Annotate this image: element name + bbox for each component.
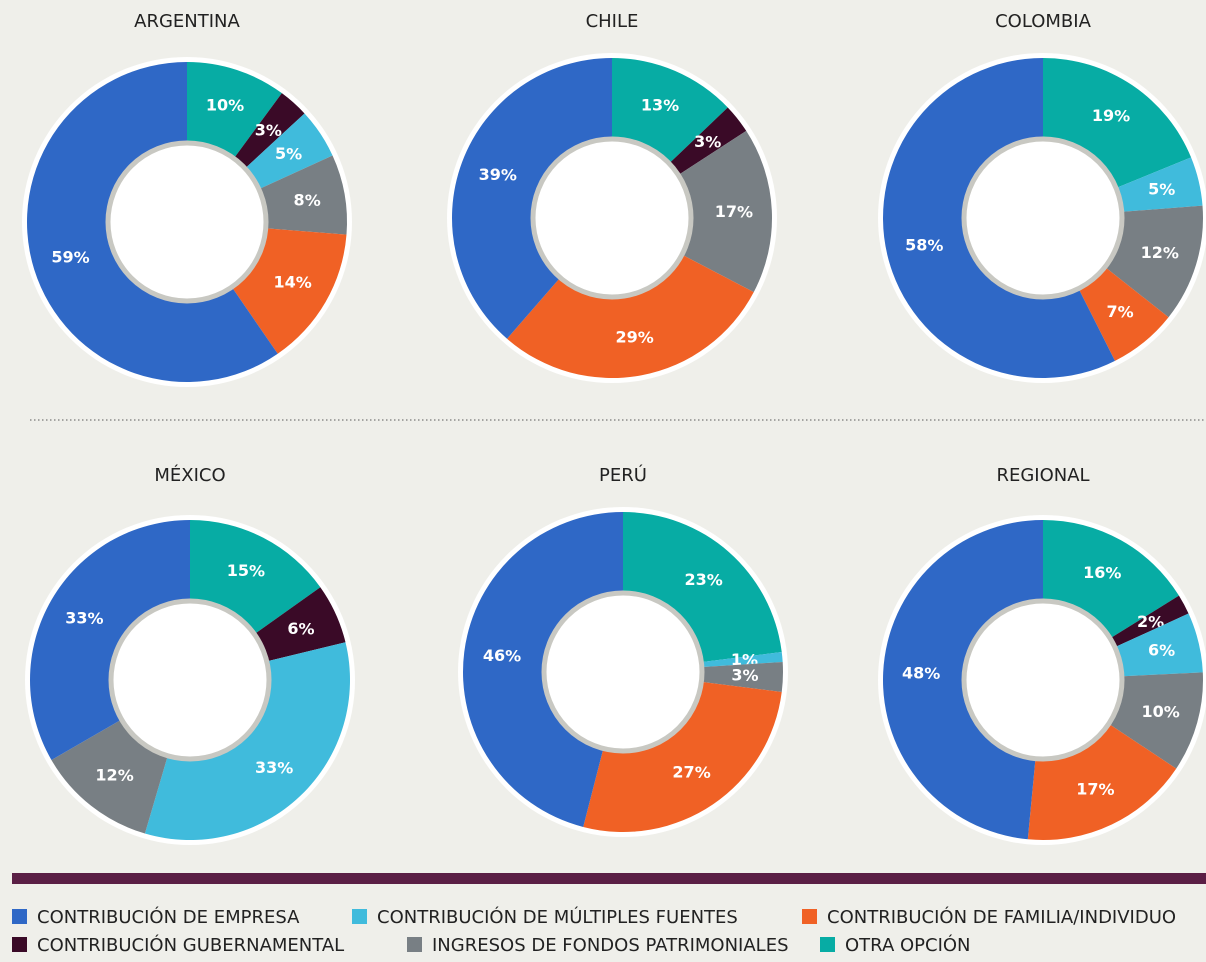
inner-ring — [108, 598, 272, 762]
data-label: 29% — [615, 327, 653, 346]
data-label: 23% — [685, 570, 723, 589]
slice — [187, 62, 282, 158]
slice — [1027, 724, 1177, 841]
slice — [679, 130, 772, 293]
slice — [27, 62, 278, 382]
chart-title: COLOMBIA — [995, 11, 1091, 32]
data-label: 17% — [1076, 780, 1114, 799]
data-label: 16% — [1083, 563, 1121, 582]
legend-swatch — [802, 909, 817, 924]
slice — [1110, 595, 1189, 647]
data-label: 59% — [51, 248, 89, 267]
data-label: 46% — [483, 646, 521, 665]
slice — [583, 682, 782, 833]
slice — [1078, 267, 1169, 361]
slice — [51, 720, 168, 834]
data-label: 2% — [1137, 612, 1164, 631]
data-label: 5% — [1148, 179, 1175, 198]
data-label: 3% — [694, 132, 721, 151]
legend-swatch — [820, 937, 835, 952]
data-label: 17% — [715, 202, 753, 221]
data-label: 10% — [206, 96, 244, 115]
slice — [612, 58, 728, 163]
data-label: 8% — [294, 190, 321, 209]
chart-title: CHILE — [586, 11, 639, 32]
data-label: 14% — [274, 273, 312, 292]
slice — [1043, 520, 1179, 638]
data-label: 12% — [1141, 243, 1179, 262]
slice — [702, 661, 783, 693]
inner-ring — [961, 136, 1125, 300]
slice — [144, 642, 350, 840]
data-label: 3% — [255, 121, 282, 140]
data-label: 5% — [275, 144, 302, 163]
slice — [234, 93, 305, 168]
data-label: 3% — [731, 665, 758, 684]
slice — [30, 520, 191, 760]
slice — [702, 651, 783, 667]
slice — [1109, 672, 1203, 769]
legend-label: CONTRIBUCIÓN DE MÚLTIPLES FUENTES — [377, 906, 738, 928]
slice — [669, 107, 747, 175]
slice — [1105, 205, 1203, 318]
slice — [245, 113, 333, 189]
data-label: 33% — [255, 758, 293, 777]
chart-title: REGIONAL — [996, 465, 1089, 486]
legend-label: CONTRIBUCIÓN GUBERNAMENTAL — [37, 934, 344, 956]
data-label: 6% — [1148, 641, 1175, 660]
legend-swatch — [12, 937, 27, 952]
data-label: 13% — [641, 95, 679, 114]
legend-swatch — [407, 937, 422, 952]
legend-label: CONTRIBUCIÓN DE FAMILIA/INDIVIDUO — [827, 906, 1176, 928]
slice — [232, 228, 347, 354]
slice — [255, 587, 346, 662]
data-label: 33% — [65, 609, 103, 628]
data-label: 10% — [1141, 702, 1179, 721]
slice — [1115, 613, 1203, 677]
legend-label: CONTRIBUCIÓN DE EMPRESA — [37, 906, 300, 928]
data-label: 39% — [479, 165, 517, 184]
inner-ring — [961, 598, 1125, 762]
slice — [1117, 157, 1203, 212]
legend-swatch — [352, 909, 367, 924]
legend-bar — [12, 873, 1206, 884]
slice — [190, 520, 321, 634]
slice — [1043, 58, 1192, 188]
chart-title: PERÚ — [599, 464, 647, 486]
legend-label: INGRESOS DE FONDOS PATRIMONIALES — [432, 935, 789, 956]
data-label: 27% — [672, 762, 710, 781]
data-label: 19% — [1092, 106, 1130, 125]
legend-swatch — [12, 909, 27, 924]
inner-ring — [105, 140, 269, 304]
data-label: 7% — [1107, 302, 1134, 321]
inner-ring — [530, 136, 694, 300]
chart-title: MÉXICO — [154, 464, 225, 486]
data-label: 58% — [905, 236, 943, 255]
data-label: 15% — [227, 561, 265, 580]
data-label: 48% — [902, 664, 940, 683]
slice — [259, 155, 347, 235]
slice — [623, 512, 782, 662]
inner-ring — [541, 590, 705, 754]
data-label: 12% — [95, 765, 133, 784]
data-label: 6% — [287, 619, 314, 638]
slice — [452, 57, 612, 339]
chart-title: ARGENTINA — [134, 11, 240, 32]
legend-label: OTRA OPCIÓN — [845, 934, 971, 956]
